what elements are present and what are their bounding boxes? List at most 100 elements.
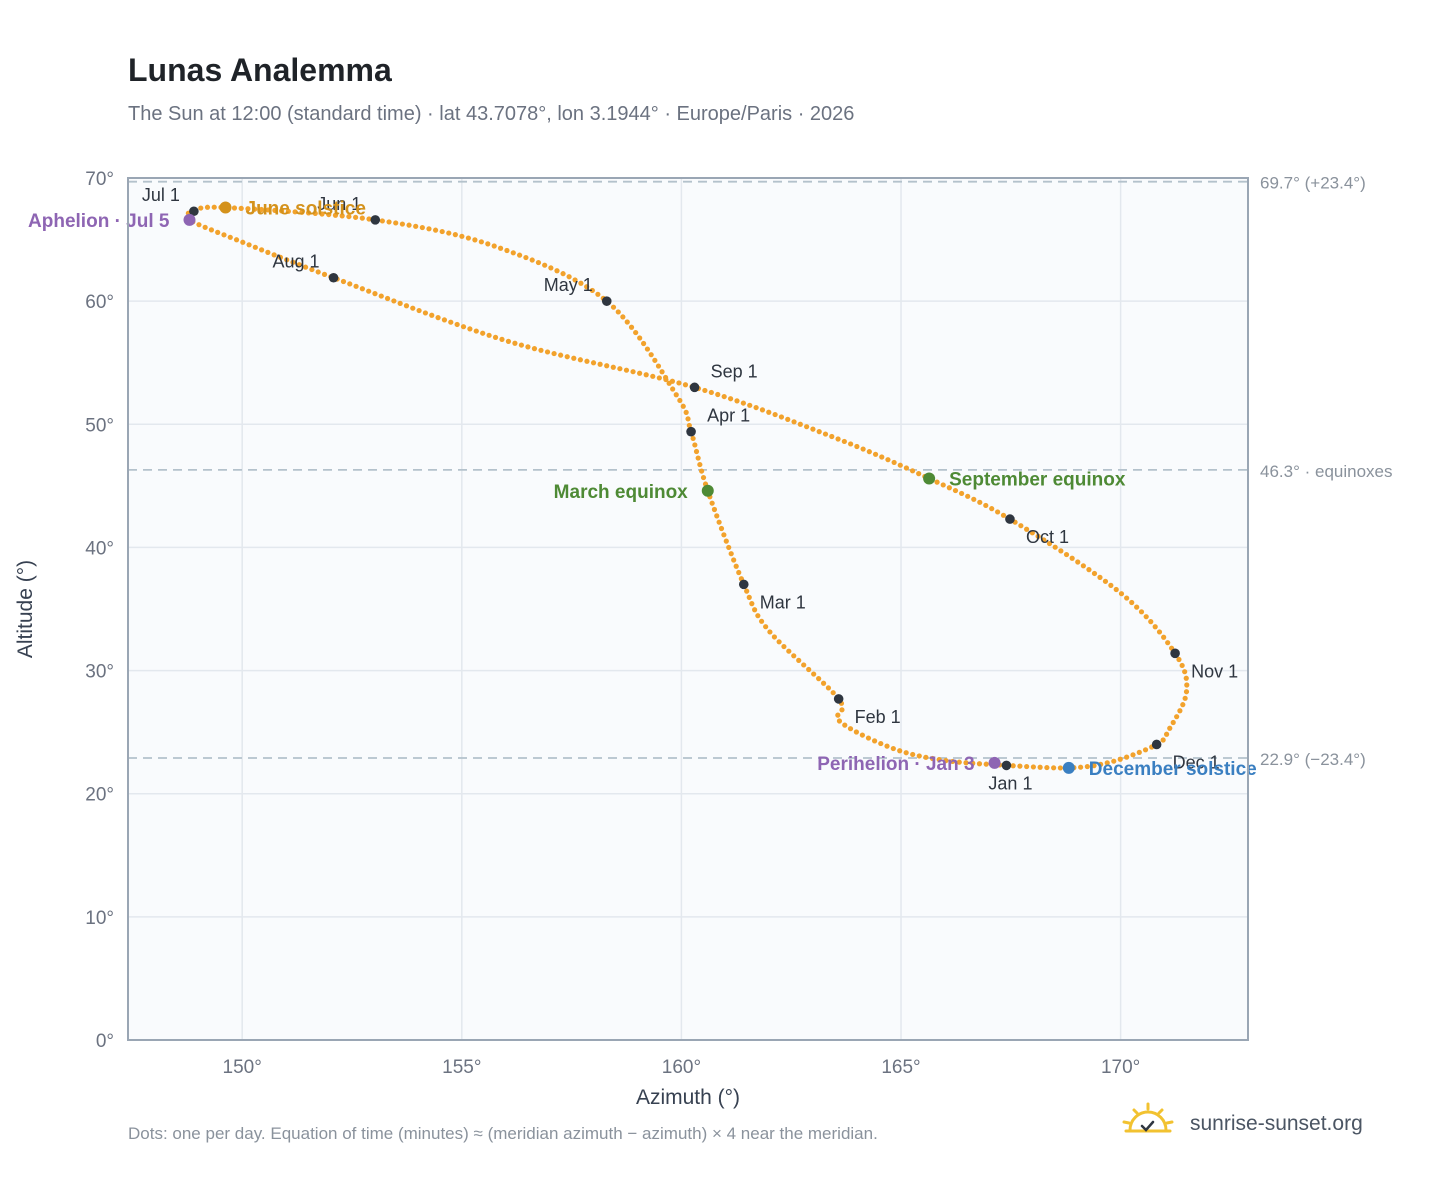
daily-sun-dot — [353, 214, 359, 220]
y-axis-label: Altitude (°) — [14, 560, 37, 658]
event-label: June solstice — [246, 199, 366, 220]
daily-sun-dot — [963, 760, 969, 766]
daily-sun-dot — [312, 210, 318, 217]
daily-sun-dot — [384, 295, 391, 302]
daily-sun-dot — [755, 613, 761, 619]
daily-sun-dot — [1030, 764, 1036, 770]
daily-sun-dot — [854, 443, 860, 450]
daily-sun-dot — [372, 291, 378, 297]
daily-sun-dot — [796, 657, 802, 663]
event-marker — [183, 213, 196, 226]
daily-sun-dot — [715, 391, 721, 398]
daily-sun-dot — [435, 315, 441, 321]
daily-sun-dot — [1176, 656, 1182, 663]
daily-sun-dot — [399, 221, 405, 227]
daily-sun-dot — [1184, 682, 1190, 688]
daily-sun-dot — [1037, 764, 1043, 770]
daily-sun-dot — [683, 409, 689, 415]
daily-sun-dot — [1124, 595, 1130, 601]
daily-sun-dot — [641, 340, 647, 347]
daily-sun-dot — [865, 735, 872, 741]
daily-sun-dot — [890, 745, 896, 752]
month-label: Apr 1 — [707, 406, 750, 426]
x-tick-label: 150° — [223, 1057, 262, 1078]
daily-sun-dot — [597, 361, 603, 367]
daily-sun-dot — [211, 204, 217, 210]
daily-sun-dot — [759, 407, 766, 413]
daily-sun-dot — [670, 386, 676, 392]
y-tick-label: 60° — [85, 292, 114, 313]
daily-sun-dot — [1117, 756, 1123, 762]
daily-sun-dot — [885, 457, 891, 463]
month-label: Oct 1 — [1026, 527, 1069, 547]
event-marker — [1062, 761, 1075, 774]
daily-sun-dot — [767, 629, 773, 635]
reference-line-label: 22.9° (−23.4°) — [1260, 750, 1366, 769]
x-tick-label: 170° — [1101, 1057, 1140, 1078]
brand[interactable]: sunrise-sunset.org — [1120, 1100, 1390, 1150]
daily-sun-dot — [491, 243, 497, 249]
daily-sun-dot — [452, 232, 458, 238]
daily-sun-dot — [976, 761, 983, 767]
daily-sun-dot — [610, 304, 617, 310]
daily-sun-dot — [1035, 533, 1041, 539]
daily-sun-dot — [1165, 640, 1171, 646]
daily-sun-dot — [811, 671, 817, 677]
month-marker — [689, 382, 700, 393]
daily-sun-dot — [535, 259, 542, 266]
daily-sun-dot — [673, 392, 679, 398]
daily-sun-dot — [393, 220, 399, 226]
daily-sun-dot — [929, 755, 936, 762]
page-title: Lunas Analemma — [128, 52, 392, 88]
brand-name[interactable]: sunrise-sunset.org — [1190, 1112, 1363, 1135]
daily-sun-dot — [406, 222, 412, 228]
month-label: Aug 1 — [273, 252, 320, 272]
daily-sun-dot — [970, 760, 976, 766]
daily-sun-dot — [871, 738, 878, 744]
daily-sun-dot — [459, 233, 465, 239]
daily-sun-dot — [432, 227, 439, 233]
daily-sun-dot — [204, 204, 211, 210]
daily-sun-dot — [820, 680, 827, 686]
daily-sun-dot — [1044, 764, 1050, 771]
daily-sun-dot — [746, 594, 752, 600]
x-tick-label: 165° — [881, 1057, 920, 1078]
daily-sun-dot — [448, 319, 454, 325]
daily-sun-dot — [589, 287, 595, 294]
daily-sun-dot — [909, 468, 916, 474]
daily-sun-dot — [473, 328, 479, 334]
daily-sun-dot — [353, 283, 359, 289]
daily-sun-dot — [771, 634, 778, 640]
daily-sun-dot — [983, 761, 989, 767]
daily-sun-dot — [202, 224, 208, 230]
daily-sun-dot — [238, 205, 244, 211]
daily-sun-dot — [419, 224, 425, 231]
daily-sun-dot — [655, 363, 662, 369]
daily-sun-dot — [227, 234, 233, 240]
daily-sun-dot — [340, 278, 347, 285]
daily-sun-dot — [1177, 708, 1183, 714]
daily-sun-dot — [1097, 574, 1103, 580]
daily-sun-dot — [252, 244, 258, 250]
daily-sun-dot — [1057, 765, 1063, 771]
daily-sun-dot — [1024, 526, 1030, 532]
daily-sun-dot — [478, 239, 484, 245]
daily-sun-dot — [1108, 582, 1114, 588]
daily-sun-dot — [736, 569, 742, 576]
daily-sun-dot — [604, 363, 610, 369]
daily-sun-dot — [677, 397, 683, 404]
daily-sun-dot — [1179, 662, 1185, 669]
daily-sun-dot — [422, 310, 429, 316]
daily-sun-dot — [749, 601, 755, 607]
daily-sun-dot — [504, 247, 510, 254]
page-subtitle: The Sun at 12:00 (standard time) · lat 4… — [128, 103, 855, 125]
daily-sun-dot — [753, 404, 759, 411]
daily-sun-dot — [934, 479, 940, 485]
daily-sun-dot — [949, 758, 956, 765]
daily-sun-dot — [726, 544, 732, 551]
daily-sun-dot — [245, 206, 251, 212]
daily-sun-dot — [299, 209, 305, 215]
daily-sun-dot — [695, 455, 701, 461]
daily-sun-dot — [302, 264, 309, 270]
daily-sun-dot — [656, 375, 662, 381]
